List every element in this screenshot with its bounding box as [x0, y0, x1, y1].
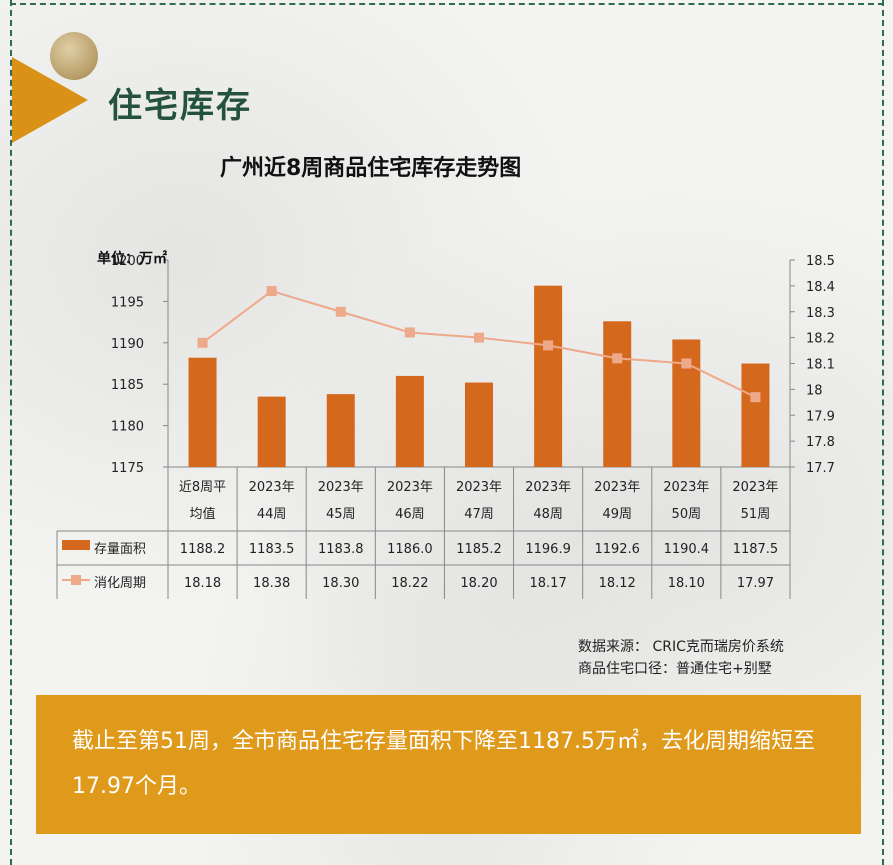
- unit-label: 单位：万㎡: [97, 250, 167, 267]
- bar: [741, 363, 770, 467]
- x-tick-label: 46周: [395, 507, 425, 522]
- y-right-tick-label: 18.5: [806, 254, 835, 269]
- line-point: [197, 337, 208, 348]
- y-right-tick-label: 17.9: [806, 409, 835, 424]
- table-cell-value: 18.20: [460, 576, 497, 591]
- y-left-tick-label: 1185: [111, 378, 144, 393]
- y-left-tick-label: 1180: [111, 420, 144, 435]
- line-point: [681, 358, 692, 369]
- summary-text: 截止至第51周，全市商品住宅存量面积下降至1187.5万㎡，去化周期缩短至17.…: [72, 729, 815, 799]
- x-tick-label: 2023年: [387, 480, 433, 495]
- section-title: 住宅库存: [108, 86, 252, 126]
- x-tick-label: 2023年: [663, 480, 709, 495]
- line-point: [750, 392, 761, 403]
- y-right-tick-label: 18: [806, 383, 823, 398]
- y-right-tick-label: 18.1: [806, 358, 835, 373]
- line-point: [543, 340, 554, 351]
- table-cell-value: 1188.2: [180, 542, 226, 557]
- table-cell-value: 18.18: [184, 576, 221, 591]
- line-point: [612, 353, 623, 364]
- table-cell-value: 1190.4: [664, 542, 710, 557]
- y-left-tick-label: 1175: [111, 461, 144, 476]
- legend-bar-swatch: [62, 540, 90, 550]
- table-cell-value: 1192.6: [594, 542, 640, 557]
- table-cell-value: 18.12: [599, 576, 636, 591]
- table-cell-value: 1185.2: [456, 542, 502, 557]
- x-tick-label: 2023年: [594, 480, 640, 495]
- table-cell-value: 18.38: [253, 576, 290, 591]
- line-point: [266, 286, 277, 297]
- summary-box: 截止至第51周，全市商品住宅存量面积下降至1187.5万㎡，去化周期缩短至17.…: [36, 695, 861, 834]
- table-cell-value: 1196.9: [525, 542, 571, 557]
- y-left-tick-label: 1200: [111, 254, 144, 269]
- table-cell-value: 18.30: [322, 576, 359, 591]
- source-line: 数据来源： CRIC克而瑞房价系统: [578, 639, 784, 655]
- legend-line-marker: [71, 575, 81, 585]
- x-tick-label: 50周: [672, 507, 702, 522]
- table-cell-value: 1186.0: [387, 542, 433, 557]
- line-point: [474, 332, 484, 343]
- bar: [534, 285, 563, 467]
- data-source: 数据来源： CRIC克而瑞房价系统 商品住宅口径：普通住宅+别墅: [578, 636, 784, 680]
- decorative-circle: [50, 32, 98, 80]
- line-point: [335, 306, 346, 317]
- line-point: [404, 327, 415, 338]
- table-cell-value: 18.22: [391, 576, 428, 591]
- bar: [465, 382, 493, 467]
- x-tick-label: 2023年: [318, 480, 364, 495]
- y-right-tick-label: 18.3: [806, 306, 835, 321]
- x-tick-label: 45周: [326, 507, 356, 522]
- x-tick-label: 49周: [602, 507, 632, 522]
- y-right-tick-label: 18.4: [806, 280, 835, 295]
- table-cell-value: 1183.8: [318, 542, 364, 557]
- frame-border-left: [10, 0, 12, 865]
- x-tick-label: 2023年: [525, 480, 571, 495]
- table-cell-value: 18.10: [668, 576, 705, 591]
- x-tick-label: 48周: [533, 507, 563, 522]
- table-cell-value: 1183.5: [249, 542, 295, 557]
- x-tick-label: 2023年: [732, 480, 778, 495]
- y-left-tick-label: 1190: [111, 337, 144, 352]
- bar: [326, 394, 355, 467]
- frame-border-top: [10, 3, 884, 5]
- table-cell-value: 18.17: [530, 576, 567, 591]
- x-tick-label: 近8周平: [179, 480, 226, 495]
- frame-border-right: [882, 0, 884, 865]
- legend-bar-label: 存量面积: [94, 542, 146, 557]
- bar: [257, 396, 286, 467]
- y-right-tick-label: 17.8: [806, 435, 835, 450]
- table-cell-value: 17.97: [737, 576, 774, 591]
- x-tick-label: 51周: [741, 507, 771, 522]
- y-right-tick-label: 18.2: [806, 332, 835, 347]
- chart-title: 广州近8周商品住宅库存走势图: [220, 156, 522, 181]
- x-tick-label: 2023年: [456, 480, 502, 495]
- x-tick-label: 44周: [257, 507, 287, 522]
- x-tick-label: 2023年: [249, 480, 295, 495]
- bar: [603, 321, 632, 467]
- x-tick-label: 均值: [190, 506, 216, 522]
- bar: [395, 375, 424, 467]
- x-tick-label: 47周: [464, 507, 494, 522]
- table-cell-value: 1187.5: [733, 542, 779, 557]
- source-scope-line: 商品住宅口径：普通住宅+别墅: [578, 661, 772, 677]
- legend-line-label: 消化周期: [94, 576, 146, 591]
- y-right-tick-label: 17.7: [806, 461, 835, 476]
- bar: [188, 357, 217, 467]
- y-left-tick-label: 1195: [111, 295, 144, 310]
